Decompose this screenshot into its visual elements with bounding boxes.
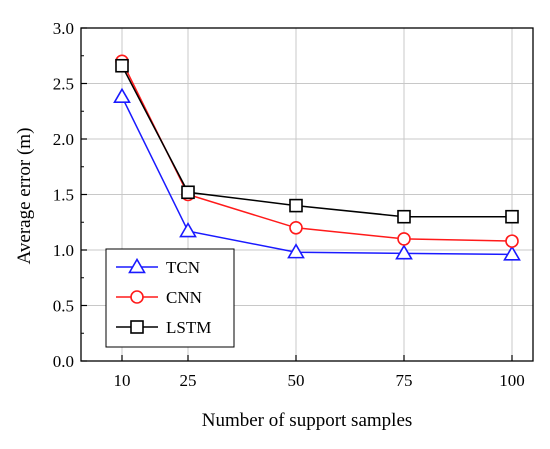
point-cnn xyxy=(289,221,303,235)
legend-marker-tcn xyxy=(128,257,146,274)
point-lstm xyxy=(115,58,129,73)
x-axis: 10 25 50 75 100 xyxy=(114,355,525,390)
y-tick-label: 2.5 xyxy=(53,75,74,94)
point-lstm xyxy=(505,209,519,224)
y-tick-label: 2.0 xyxy=(53,130,74,149)
y-tick-label: 3.0 xyxy=(53,19,74,38)
series-group xyxy=(113,54,521,261)
point-tcn xyxy=(179,222,197,238)
y-tick-label: 0.0 xyxy=(53,352,74,371)
x-tick-label: 50 xyxy=(288,371,305,390)
point-cnn xyxy=(505,234,519,248)
point-tcn xyxy=(287,243,305,259)
y-tick-label: 1.0 xyxy=(53,241,74,260)
point-lstm xyxy=(289,198,303,213)
legend-box xyxy=(105,248,235,348)
y-axis-title: Average error (m) xyxy=(14,128,35,265)
legend-marker-lstm xyxy=(130,320,144,334)
point-cnn xyxy=(397,232,411,246)
legend-label-tcn: TCN xyxy=(166,258,200,277)
series-line-cnn xyxy=(121,60,513,242)
point-tcn xyxy=(503,245,521,261)
x-tick-label: 75 xyxy=(396,371,413,390)
legend-label-lstm: LSTM xyxy=(166,318,211,337)
point-tcn xyxy=(395,244,413,260)
point-lstm xyxy=(181,185,195,200)
series-cnn xyxy=(115,54,519,248)
series-tcn xyxy=(113,87,521,261)
series-line-tcn xyxy=(121,96,513,256)
legend: TCN CNN LSTM xyxy=(105,248,235,348)
point-tcn xyxy=(113,87,131,104)
y-axis: 0.0 0.5 1.0 1.5 2.0 2.5 3.0 xyxy=(53,19,87,371)
x-tick-label: 100 xyxy=(499,371,525,390)
legend-marker-cnn xyxy=(130,290,144,304)
x-tick-label: 10 xyxy=(114,371,131,390)
y-tick-label: 1.5 xyxy=(53,186,74,205)
point-lstm xyxy=(397,209,411,224)
series-lstm xyxy=(115,58,519,224)
x-axis-title: Number of support samples xyxy=(202,410,413,431)
legend-label-cnn: CNN xyxy=(166,288,202,307)
y-tick-label: 0.5 xyxy=(53,297,74,316)
x-tick-label: 25 xyxy=(180,371,197,390)
